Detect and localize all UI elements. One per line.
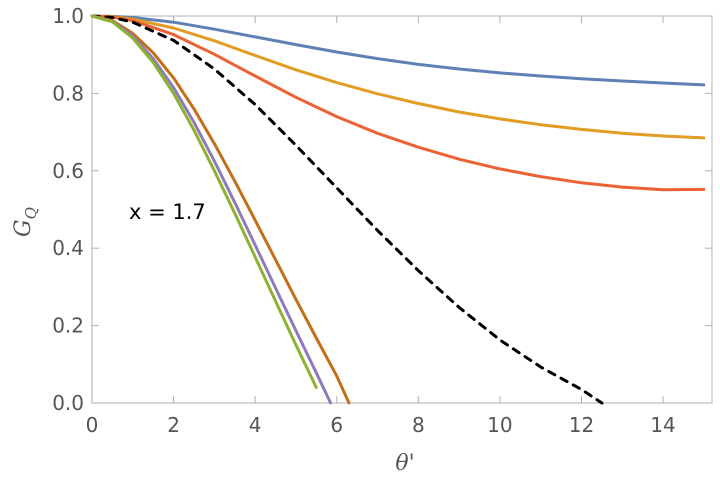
series-line-7 (90, 14, 318, 389)
svg-text:GQ: GQ (11, 207, 40, 237)
x-tick-label: 4 (249, 413, 262, 437)
tick-labels: 0 2 4 6 8 10 12 14 0.0 0.2 0.4 0.6 0.8 1.0 (52, 4, 676, 437)
series-line-3 (90, 14, 706, 192)
x-tick-label: 6 (330, 413, 343, 437)
y-axis-label-main: G (11, 219, 36, 237)
y-tick-label: 0.2 (52, 314, 84, 338)
x-axis-label: θ' (395, 451, 414, 476)
series-lines (90, 14, 706, 405)
x-tick-label: 2 (167, 413, 180, 437)
series-line-2 (90, 14, 706, 140)
series-line-6 (90, 14, 333, 405)
series-line-4 (90, 14, 604, 405)
x-tick-label: 8 (412, 413, 425, 437)
y-tick-label: 0.0 (52, 391, 84, 415)
x-tick-label: 14 (650, 413, 675, 437)
x-tick-label: 0 (86, 413, 99, 437)
y-tick-label: 1.0 (52, 4, 84, 28)
annotation-label: x = 1.7 (129, 200, 206, 224)
y-axis-label-sub: Q (22, 207, 40, 219)
y-tick-label: 0.4 (52, 236, 84, 260)
plot-frame (91, 15, 713, 404)
y-tick-label: 0.6 (52, 159, 84, 183)
y-axis-label: GQ (11, 207, 40, 237)
series-line-1 (90, 14, 706, 87)
plot-border (91, 15, 713, 404)
y-tick-label: 0.8 (52, 81, 84, 105)
x-tick-label: 10 (487, 413, 512, 437)
x-tick-label: 12 (569, 413, 594, 437)
series-line-5 (90, 14, 351, 405)
